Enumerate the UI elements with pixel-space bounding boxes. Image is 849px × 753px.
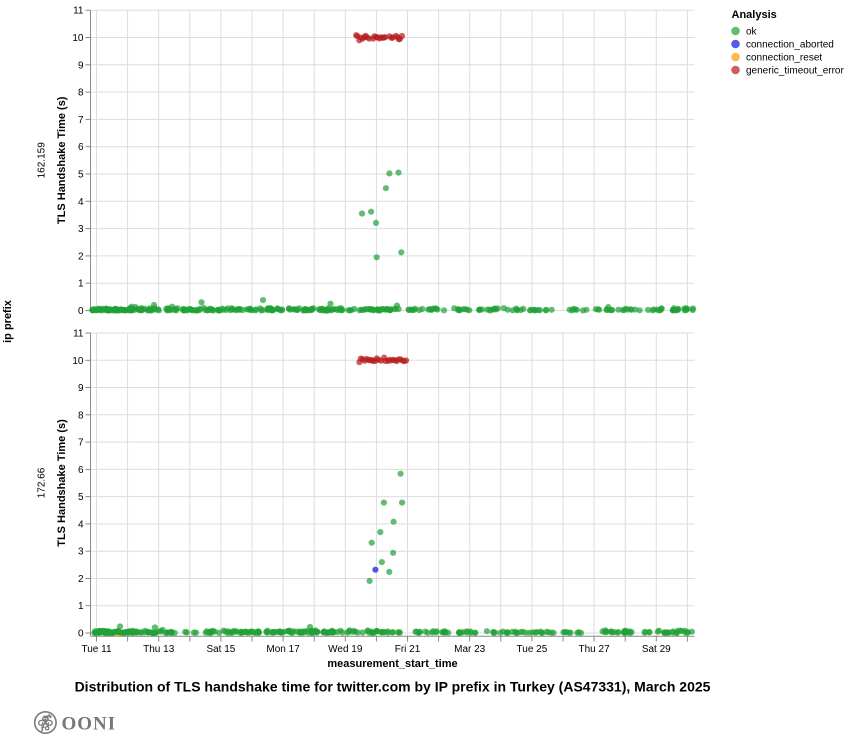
svg-text:2: 2: [78, 251, 84, 262]
svg-text:9: 9: [78, 383, 84, 394]
svg-text:3: 3: [78, 224, 84, 235]
svg-text:connection_aborted: connection_aborted: [746, 40, 834, 51]
svg-text:0: 0: [78, 629, 84, 640]
svg-text:connection_reset: connection_reset: [746, 53, 822, 64]
svg-text:10: 10: [72, 33, 84, 44]
svg-text:ok: ok: [746, 27, 758, 38]
svg-text:2: 2: [78, 574, 84, 585]
svg-text:measurement_start_time: measurement_start_time: [327, 658, 457, 670]
svg-text:1: 1: [78, 601, 84, 612]
svg-text:9: 9: [78, 60, 84, 71]
svg-text:172.66: 172.66: [37, 467, 48, 498]
svg-text:Mar 23: Mar 23: [454, 644, 486, 655]
svg-text:1: 1: [78, 279, 84, 290]
svg-text:Mon 17: Mon 17: [266, 644, 300, 655]
svg-text:0: 0: [78, 306, 84, 317]
svg-text:Analysis: Analysis: [732, 9, 777, 21]
svg-text:Distribution of TLS handshake: Distribution of TLS handshake time for t…: [75, 679, 711, 695]
svg-text:Wed 19: Wed 19: [328, 644, 363, 655]
svg-text:Tue 11: Tue 11: [81, 644, 111, 655]
svg-text:7: 7: [78, 438, 84, 449]
svg-text:Tue 25: Tue 25: [517, 644, 548, 655]
svg-text:Sat 15: Sat 15: [206, 644, 235, 655]
svg-text:8: 8: [78, 88, 84, 99]
svg-text:Thu 13: Thu 13: [143, 644, 175, 655]
svg-text:TLS Handshake Time (s): TLS Handshake Time (s): [56, 419, 68, 547]
svg-text:generic_timeout_error: generic_timeout_error: [746, 66, 844, 77]
svg-text:6: 6: [78, 142, 84, 153]
svg-text:8: 8: [78, 410, 84, 421]
svg-text:TLS Handshake Time (s): TLS Handshake Time (s): [56, 96, 68, 224]
svg-text:Sat 29: Sat 29: [642, 644, 671, 655]
svg-text:3: 3: [78, 547, 84, 558]
svg-text:6: 6: [78, 465, 84, 476]
svg-text:10: 10: [72, 356, 84, 367]
svg-text:ip prefix: ip prefix: [2, 299, 14, 343]
svg-text:Thu 27: Thu 27: [579, 644, 611, 655]
svg-text:7: 7: [78, 115, 84, 126]
svg-text:4: 4: [78, 197, 84, 208]
svg-text:11: 11: [73, 329, 84, 340]
svg-text:OONI: OONI: [62, 714, 117, 735]
svg-text:Fri 21: Fri 21: [395, 644, 421, 655]
svg-text:162.159: 162.159: [37, 142, 48, 179]
svg-text:5: 5: [78, 492, 84, 503]
svg-text:4: 4: [78, 519, 84, 530]
svg-text:11: 11: [73, 6, 84, 17]
svg-text:5: 5: [78, 170, 84, 181]
